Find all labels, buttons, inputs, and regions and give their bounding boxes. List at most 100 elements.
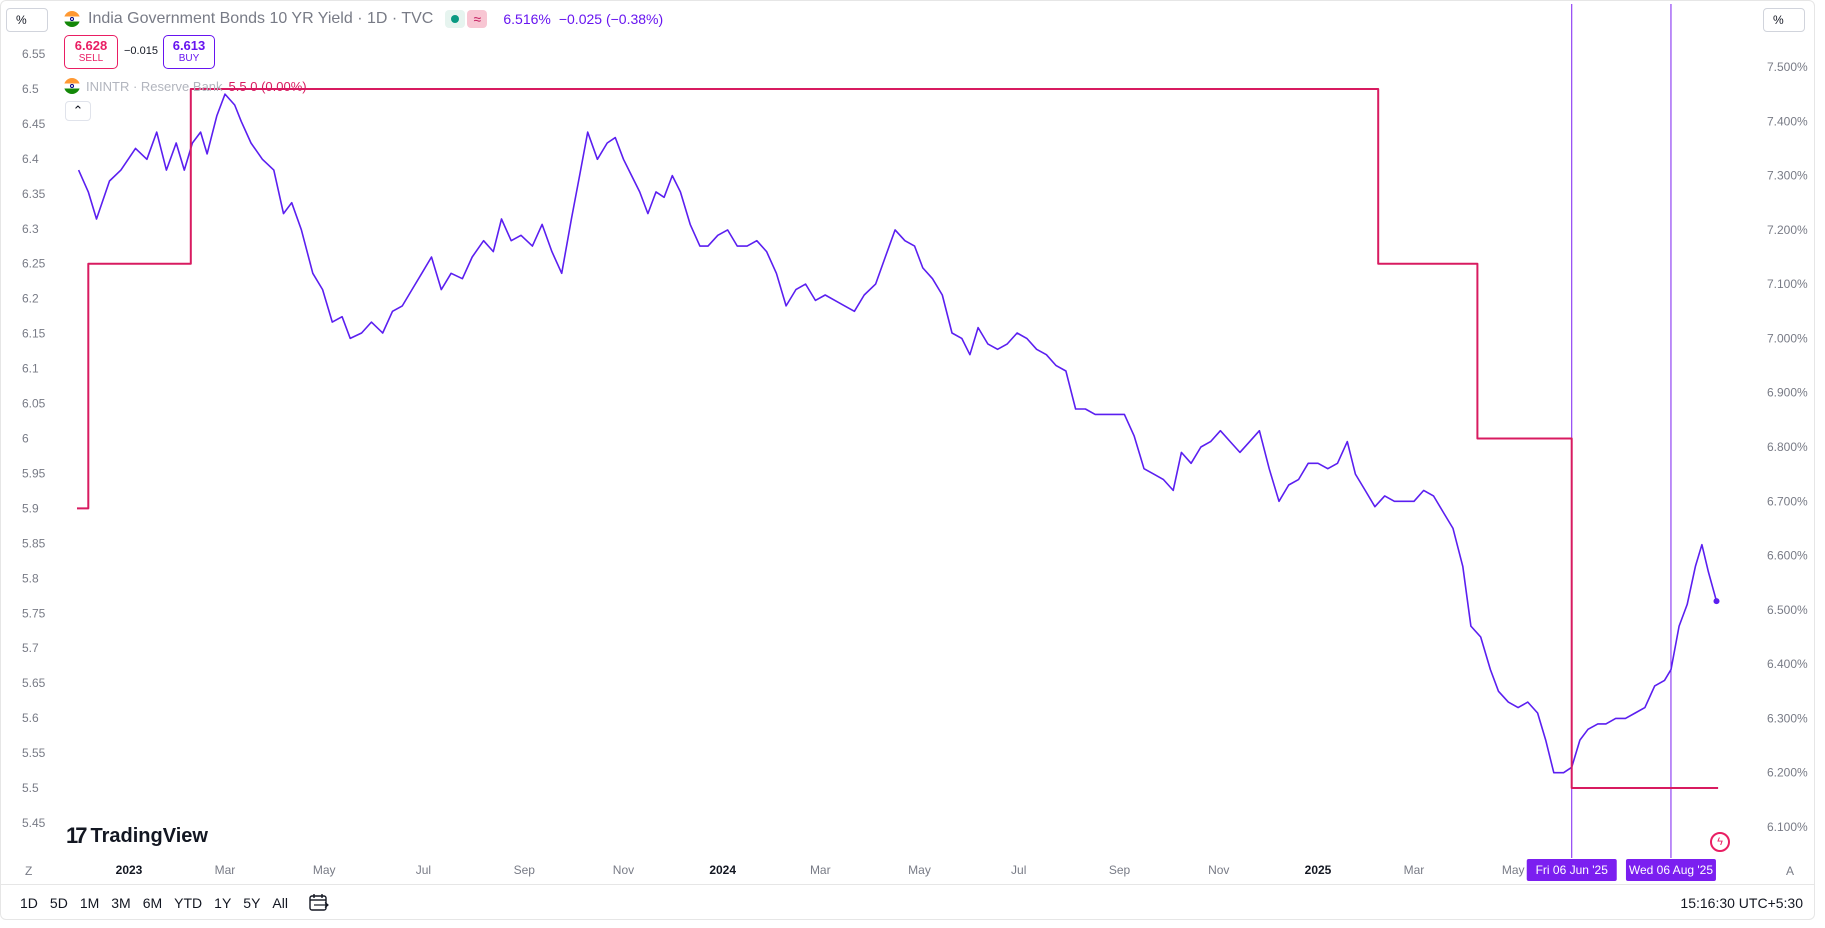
tradingview-logo[interactable]: 17 TradingView	[66, 823, 208, 849]
india-flag-icon	[64, 78, 80, 94]
left-axis-tick: 6.15	[22, 327, 46, 341]
date-markers: Fri 06 Jun '25 Wed 06 Aug '25	[1526, 859, 1716, 881]
last-value: 6.516%	[503, 11, 551, 27]
india-flag-icon	[64, 11, 80, 27]
range-1y-button[interactable]: 1Y	[214, 895, 232, 911]
market-status-icon[interactable]	[445, 10, 466, 28]
collapse-legend-button[interactable]: ⌃	[65, 101, 91, 121]
series-layer	[77, 88, 1720, 789]
right-axis-tick: 6.600%	[1767, 549, 1808, 563]
time-axis-tick: May	[1502, 863, 1525, 877]
series-status[interactable]: ≈	[445, 10, 488, 28]
range-5y-button[interactable]: 5Y	[243, 895, 261, 911]
time-axis: 2023 Mar May Jul Sep Nov 2024 Mar May Jul Sep Nov 20…	[116, 863, 1525, 877]
right-axis-tick: 6.300%	[1767, 711, 1808, 725]
right-axis-tick: 7.500%	[1767, 60, 1808, 74]
right-axis-tick: 7.300%	[1767, 169, 1808, 183]
time-axis-tick: Jul	[416, 863, 431, 877]
sell-label: SELL	[78, 53, 104, 65]
date-marker-label: Wed 06 Aug '25	[1625, 859, 1716, 881]
time-axis-tick: May	[908, 863, 931, 877]
left-axis-tick: 6.1	[22, 362, 39, 376]
indicator-value: 5.5 0 (0.00%)	[228, 78, 307, 94]
left-axis-tick: 5.9	[22, 501, 39, 515]
time-axis-tick: 2024	[709, 863, 736, 877]
lightning-icon[interactable]: ϟ	[1710, 832, 1730, 852]
left-axis-tick: 6.55	[22, 47, 46, 61]
time-axis-tick: 2025	[1305, 863, 1332, 877]
right-unit-selector[interactable]: %	[1763, 8, 1805, 32]
compare-icon[interactable]: ≈	[467, 10, 488, 28]
right-axis-tick: 6.900%	[1767, 386, 1808, 400]
auto-scale-toggle[interactable]: A	[1786, 864, 1795, 878]
left-axis-tick: 5.95	[22, 466, 46, 480]
left-axis-tick: 6.3	[22, 222, 39, 236]
range-1d-button[interactable]: 1D	[20, 895, 38, 911]
right-axis-tick: 7.000%	[1767, 331, 1808, 345]
right-axis-tick: 6.200%	[1767, 766, 1808, 780]
left-axis-tick: 6	[22, 432, 29, 446]
bond-yield-line[interactable]	[77, 93, 1718, 774]
date-marker-text: Wed 06 Aug '25	[1629, 863, 1713, 877]
left-axis-tick: 5.8	[22, 571, 39, 585]
left-axis-tick: 6.4	[22, 152, 39, 166]
time-axis-tick: Jul	[1011, 863, 1026, 877]
spread-value: −0.015	[124, 45, 158, 57]
range-ytd-button[interactable]: YTD	[174, 895, 203, 911]
time-axis-tick: Mar	[810, 863, 831, 877]
right-axis-tick: 7.100%	[1767, 277, 1808, 291]
indicator-legend[interactable]: ININTR · Reserve Bank 5.5 0 (0.00%)	[64, 77, 307, 95]
left-axis-tick: 5.65	[22, 676, 46, 690]
zoom-toggle[interactable]: Z	[25, 864, 33, 878]
left-axis-tick: 5.6	[22, 711, 39, 725]
right-axis-tick: 6.100%	[1767, 820, 1808, 834]
left-axis-tick: 6.2	[22, 292, 39, 306]
time-axis-tick: Mar	[215, 863, 236, 877]
sell-button[interactable]: 6.628 SELL	[64, 35, 118, 69]
buy-button[interactable]: 6.613 BUY	[163, 35, 215, 69]
left-axis-tick: 5.75	[22, 606, 46, 620]
time-axis-tick: Nov	[613, 863, 634, 877]
sell-price: 6.628	[74, 38, 108, 53]
time-axis-tick: Sep	[514, 863, 536, 877]
left-axis-tick: 6.5	[22, 82, 39, 96]
left-axis-tick: 6.45	[22, 117, 46, 131]
left-axis-tick: 5.55	[22, 746, 46, 760]
time-axis-tick: 2023	[116, 863, 143, 877]
time-axis-tick: May	[313, 863, 336, 877]
repo-rate-line[interactable]	[77, 88, 1719, 789]
time-axis-tick: Sep	[1109, 863, 1131, 877]
price-change: −0.025 (−0.38%)	[558, 11, 664, 27]
right-axis-tick: 6.400%	[1767, 657, 1808, 671]
last-point-marker	[1713, 598, 1720, 605]
logo-text: TradingView	[90, 824, 208, 847]
range-1m-button[interactable]: 1M	[79, 895, 100, 911]
range-buttons: 1D 5D 1M 3M 6M YTD 1Y 5Y All	[14, 893, 294, 913]
timezone-clock[interactable]: 15:16:30 UTC+5:30	[1680, 895, 1803, 911]
left-axis-tick: 5.7	[22, 641, 39, 655]
left-axis-tick: 5.85	[22, 536, 46, 550]
right-axis-tick: 7.400%	[1767, 114, 1808, 128]
range-3m-button[interactable]: 3M	[111, 895, 131, 911]
buy-price: 6.613	[172, 38, 206, 53]
left-axis-tick: 6.25	[22, 257, 46, 271]
left-unit-selector[interactable]: %	[6, 8, 48, 32]
date-marker-text: Fri 06 Jun '25	[1536, 863, 1609, 877]
right-percent-axis: 7.500% 7.400% 7.300% 7.200% 7.100% 7.000% 6.90…	[1767, 60, 1808, 834]
symbol-title[interactable]: India Government Bonds 10 YR Yield · 1D …	[88, 10, 434, 27]
range-all-button[interactable]: All	[272, 895, 288, 911]
left-axis-tick: 6.35	[22, 187, 46, 201]
left-price-axis: 6.55 6.5 6.45 6.4 6.35 6.3 6.25 6.2 6.15 6.1 6.05 6…	[22, 47, 46, 830]
calendar-range-icon[interactable]	[308, 893, 330, 913]
date-marker-label: Fri 06 Jun '25	[1526, 859, 1617, 881]
right-axis-tick: 6.700%	[1767, 494, 1808, 508]
left-axis-tick: 5.45	[22, 816, 46, 830]
range-5d-button[interactable]: 5D	[49, 895, 68, 911]
symbol-legend: India Government Bonds 10 YR Yield · 1D …	[64, 7, 663, 31]
left-axis-tick: 6.05	[22, 397, 46, 411]
range-6m-button[interactable]: 6M	[142, 895, 163, 911]
time-axis-tick: Nov	[1208, 863, 1229, 877]
buy-label: BUY	[178, 53, 200, 65]
